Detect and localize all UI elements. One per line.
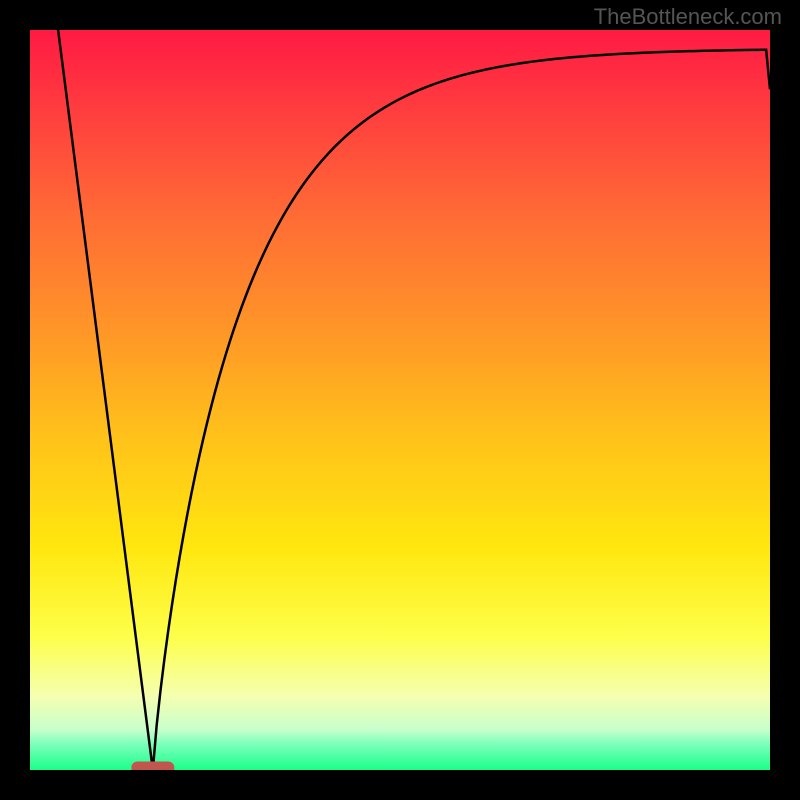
chart-background xyxy=(30,30,770,770)
watermark-text: TheBottleneck.com xyxy=(594,4,782,30)
chart-container: TheBottleneck.com xyxy=(0,0,800,800)
bottleneck-chart xyxy=(0,0,800,800)
